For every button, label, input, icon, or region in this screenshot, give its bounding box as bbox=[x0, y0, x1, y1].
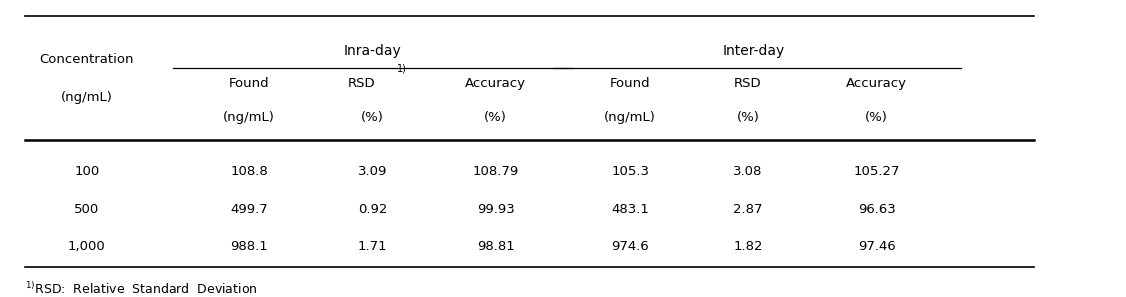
Text: 499.7: 499.7 bbox=[231, 203, 268, 216]
Text: 3.08: 3.08 bbox=[733, 165, 762, 178]
Text: 97.46: 97.46 bbox=[858, 241, 895, 253]
Text: $^{1)}$RSD:  Relative  Standard  Deviation: $^{1)}$RSD: Relative Standard Deviation bbox=[25, 281, 258, 297]
Text: 96.63: 96.63 bbox=[858, 203, 895, 216]
Text: Accuracy: Accuracy bbox=[465, 77, 526, 90]
Text: 988.1: 988.1 bbox=[231, 241, 268, 253]
Text: 108.8: 108.8 bbox=[231, 165, 268, 178]
Text: 1,000: 1,000 bbox=[68, 241, 106, 253]
Text: (ng/mL): (ng/mL) bbox=[605, 111, 656, 124]
Text: 98.81: 98.81 bbox=[477, 241, 515, 253]
Text: 100: 100 bbox=[74, 165, 99, 178]
Text: Found: Found bbox=[610, 77, 651, 90]
Text: 0.92: 0.92 bbox=[358, 203, 387, 216]
Text: (%): (%) bbox=[865, 111, 888, 124]
Text: 1.82: 1.82 bbox=[733, 241, 762, 253]
Text: (ng/mL): (ng/mL) bbox=[223, 111, 275, 124]
Text: Accuracy: Accuracy bbox=[847, 77, 908, 90]
Text: 1): 1) bbox=[397, 64, 408, 74]
Text: (%): (%) bbox=[736, 111, 759, 124]
Text: RSD: RSD bbox=[348, 77, 375, 90]
Text: 483.1: 483.1 bbox=[611, 203, 650, 216]
Text: (ng/mL): (ng/mL) bbox=[61, 91, 113, 104]
Text: 105.27: 105.27 bbox=[854, 165, 900, 178]
Text: (%): (%) bbox=[484, 111, 507, 124]
Text: Inra-day: Inra-day bbox=[343, 44, 401, 58]
Text: Inter-day: Inter-day bbox=[723, 44, 785, 58]
Text: 2.87: 2.87 bbox=[733, 203, 762, 216]
Text: (%): (%) bbox=[361, 111, 384, 124]
Text: 105.3: 105.3 bbox=[611, 165, 650, 178]
Text: 108.79: 108.79 bbox=[473, 165, 519, 178]
Text: Found: Found bbox=[229, 77, 269, 90]
Text: 1.71: 1.71 bbox=[358, 241, 387, 253]
Text: RSD: RSD bbox=[734, 77, 761, 90]
Text: 3.09: 3.09 bbox=[358, 165, 387, 178]
Text: Concentration: Concentration bbox=[39, 53, 134, 66]
Text: 974.6: 974.6 bbox=[611, 241, 649, 253]
Text: 99.93: 99.93 bbox=[477, 203, 515, 216]
Text: 500: 500 bbox=[74, 203, 99, 216]
